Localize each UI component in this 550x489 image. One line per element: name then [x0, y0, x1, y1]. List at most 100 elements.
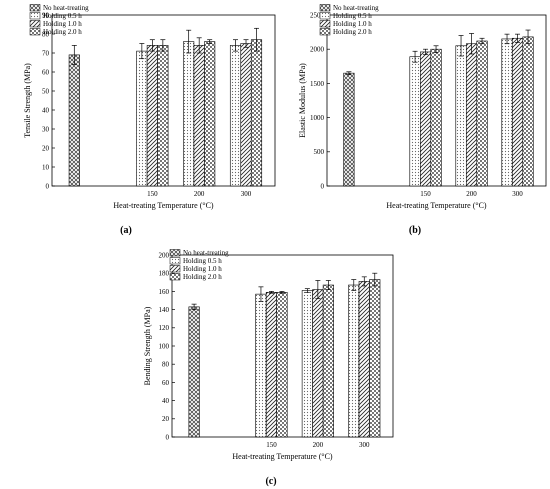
bar — [204, 41, 216, 187]
bar — [522, 36, 534, 187]
x-tick-label: 150 — [147, 190, 158, 198]
x-axis-label: Heat-treating Temperature (°C) — [113, 201, 214, 210]
y-axis-label: Tensile Strength (MPa) — [23, 63, 32, 138]
y-tick-label: 180 — [159, 270, 170, 278]
y-tick-label: 160 — [159, 288, 170, 296]
legend-swatch — [169, 273, 181, 281]
legend-swatch — [319, 12, 331, 20]
y-tick-label: 60 — [42, 68, 50, 76]
legend-entry: No heat-treating — [333, 4, 379, 12]
legend-entry: No heat-treating — [43, 4, 89, 12]
bar — [255, 293, 267, 438]
panel-label: (b) — [409, 225, 421, 236]
y-axis-label: Elastic Modulus (MPa) — [298, 63, 307, 138]
x-tick-label: 200 — [466, 190, 477, 198]
legend-entry: Holding 1.0 h — [43, 20, 82, 28]
legend-entry: Holding 0.5 h — [183, 257, 222, 265]
x-axis-label: Heat-treating Temperature (°C) — [386, 201, 487, 210]
bar — [322, 284, 334, 438]
y-tick-label: 0 — [46, 182, 50, 190]
bar — [183, 41, 195, 187]
bar — [430, 48, 442, 187]
y-tick-label: 20 — [162, 415, 170, 423]
bar — [501, 38, 513, 187]
bar — [157, 45, 169, 187]
y-tick-label: 40 — [162, 397, 170, 405]
x-tick-label: 150 — [420, 190, 431, 198]
legend-entry: Holding 1.0 h — [333, 20, 372, 28]
bar — [348, 284, 360, 438]
x-tick-label: 200 — [194, 190, 205, 198]
y-tick-label: 90 — [42, 11, 50, 19]
y-tick-label: 1000 — [310, 114, 325, 122]
legend-entry: No heat-treating — [183, 249, 229, 257]
legend-swatch — [319, 4, 331, 12]
bar — [229, 45, 242, 187]
legend-swatch — [169, 249, 181, 257]
panel-label: (a) — [120, 225, 132, 236]
bar — [301, 290, 313, 438]
bar — [358, 281, 370, 438]
y-tick-label: 200 — [159, 251, 170, 259]
legend-entry: Holding 0.5 h — [333, 12, 372, 20]
legend-entry: Holding 2.0 h — [333, 28, 372, 36]
legend-swatch — [29, 4, 41, 12]
legend-swatch — [319, 28, 331, 36]
legend-entry: Holding 2.0 h — [43, 28, 82, 36]
bar — [419, 51, 432, 187]
y-tick-label: 2000 — [310, 46, 325, 54]
y-tick-label: 120 — [159, 324, 170, 332]
chart-panel-c: 0 20 40 60 80 100 120 140 160 180 200 150 200 300 Heat… — [143, 249, 394, 487]
legend-swatch — [29, 28, 41, 36]
legend-swatch — [29, 12, 41, 20]
bar — [188, 306, 200, 438]
bar — [369, 279, 381, 438]
y-axis-label: Bending Strength (MPa) — [143, 306, 152, 385]
legend-entry: Holding 0.5 h — [43, 12, 82, 20]
chart-panel-a: 0 10 20 30 40 50 60 70 80 90 150 200 300 Heat-treatin… — [23, 4, 276, 236]
legend-entry: Holding 1.0 h — [183, 265, 222, 273]
x-tick-label: 300 — [512, 190, 523, 198]
bar — [240, 43, 252, 187]
bar — [312, 289, 324, 438]
x-axis-label: Heat-treating Temperature (°C) — [232, 452, 333, 461]
y-tick-label: 1500 — [310, 80, 325, 88]
legend-entry: Holding 2.0 h — [183, 273, 222, 281]
y-tick-label: 140 — [159, 306, 170, 314]
bar — [476, 40, 488, 187]
bar — [68, 54, 80, 187]
y-tick-label: 80 — [42, 30, 50, 38]
legend-swatch — [319, 20, 331, 28]
bar — [250, 39, 263, 187]
bar — [193, 45, 205, 187]
y-tick-label: 30 — [42, 125, 50, 133]
y-tick-label: 70 — [42, 49, 50, 57]
chart-panel-b: 0 500 1000 1500 2000 2500 150 200 300 Heat-treati… — [298, 4, 547, 236]
x-tick-label: 300 — [241, 190, 252, 198]
y-tick-label: 40 — [42, 106, 50, 114]
y-tick-label: 500 — [314, 148, 325, 156]
panel-label: (c) — [265, 476, 276, 487]
x-tick-label: 150 — [266, 441, 277, 449]
bar — [343, 72, 355, 187]
bar — [409, 56, 421, 187]
y-tick-label: 60 — [162, 379, 170, 387]
x-tick-label: 300 — [359, 441, 370, 449]
y-tick-label: 80 — [162, 361, 170, 369]
y-tick-label: 20 — [42, 144, 50, 152]
y-tick-label: 50 — [42, 87, 50, 95]
y-tick-label: 0 — [321, 182, 325, 190]
bar — [265, 292, 278, 438]
y-tick-label: 0 — [166, 433, 170, 441]
bar — [136, 50, 148, 187]
bar — [455, 45, 467, 187]
x-tick-label: 200 — [313, 441, 324, 449]
bar — [465, 43, 478, 187]
legend-swatch — [29, 20, 41, 28]
y-tick-label: 2500 — [310, 11, 325, 19]
y-tick-label: 100 — [159, 342, 170, 350]
y-tick-label: 10 — [42, 163, 50, 171]
bar — [511, 37, 524, 187]
bar — [146, 45, 158, 187]
